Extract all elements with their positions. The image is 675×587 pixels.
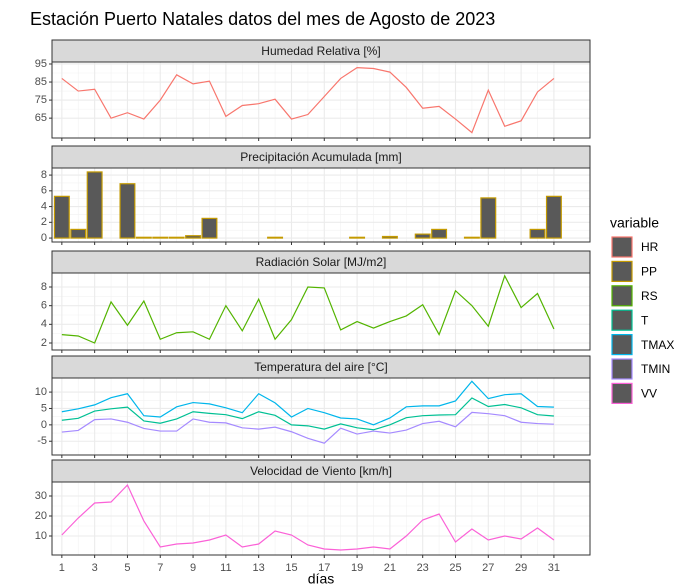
- y-tick-label: 8: [41, 281, 47, 293]
- legend-title: variable: [610, 215, 659, 231]
- y-tick-label: 75: [35, 94, 47, 106]
- strip: [51, 459, 591, 483]
- strip-title: Temperatura del aire [°C]: [254, 360, 388, 374]
- bar: [119, 183, 136, 239]
- panel-background: [52, 482, 590, 555]
- x-tick-label: 13: [253, 562, 265, 574]
- x-tick-label: 31: [548, 562, 560, 574]
- y-tick-label: 20: [35, 510, 47, 522]
- y-tick-label: 65: [35, 112, 47, 124]
- legend-label: PP: [641, 265, 657, 279]
- legend-key: [611, 309, 633, 331]
- strip: [51, 355, 591, 379]
- bar: [431, 228, 448, 239]
- y-tick-label: -5: [37, 435, 47, 447]
- x-tick-label: 9: [190, 562, 196, 574]
- y-tick-label: 95: [35, 58, 47, 70]
- y-tick-label: 10: [35, 530, 47, 542]
- y-tick-label: 0: [41, 232, 47, 244]
- legend-key: [611, 358, 633, 380]
- line: [61, 397, 554, 431]
- x-tick-label: 23: [417, 562, 429, 574]
- y-tick-label: 4: [41, 318, 47, 330]
- legend-key: [611, 236, 633, 258]
- y-tick-label: 6: [41, 300, 47, 312]
- y-tick-label: 0: [41, 419, 47, 431]
- panel-background: [52, 168, 590, 242]
- bar: [381, 235, 398, 239]
- y-tick-label: 10: [35, 386, 47, 398]
- panel-background: [52, 273, 590, 350]
- legend-label: TMAX: [641, 338, 674, 352]
- x-tick-label: 7: [157, 562, 163, 574]
- x-tick-label: 27: [482, 562, 494, 574]
- strip-title: Humedad Relativa [%]: [261, 44, 380, 58]
- strip: [51, 250, 591, 274]
- legend-label: RS: [641, 289, 658, 303]
- line: [61, 66, 555, 134]
- strip-title: Precipitación Acumulada [mm]: [240, 150, 401, 164]
- legend-key: [611, 382, 633, 404]
- strip: [51, 39, 591, 63]
- chart-title: Estación Puerto Natales datos del mes de…: [30, 9, 495, 29]
- y-tick-label: 85: [35, 76, 47, 88]
- bar: [70, 228, 87, 239]
- legend-label: TMIN: [641, 362, 670, 376]
- bar: [267, 236, 284, 239]
- bar: [168, 236, 185, 239]
- strip-title: Velocidad de Viento [km/h]: [250, 464, 392, 478]
- line: [61, 380, 554, 426]
- bar: [53, 195, 70, 239]
- bar: [463, 236, 480, 239]
- line: [61, 483, 555, 551]
- bar: [86, 171, 103, 239]
- line: [61, 274, 555, 344]
- legend-label: HR: [641, 240, 659, 254]
- x-tick-label: 17: [318, 562, 330, 574]
- x-tick-label: 19: [351, 562, 363, 574]
- strip-title: Radiación Solar [MJ/m2]: [256, 255, 387, 269]
- x-tick-label: 3: [92, 562, 98, 574]
- y-tick-label: 8: [41, 169, 47, 181]
- x-tick-label: 15: [285, 562, 297, 574]
- legend-label: VV: [641, 387, 657, 401]
- legend-key: [611, 260, 633, 282]
- x-tick-label: 11: [220, 562, 231, 574]
- bar: [349, 236, 366, 239]
- bar: [545, 195, 562, 239]
- y-tick-label: 2: [41, 337, 47, 349]
- x-tick-label: 5: [124, 562, 130, 574]
- bar: [135, 236, 152, 239]
- y-tick-label: 30: [35, 490, 47, 502]
- x-tick-label: 29: [515, 562, 527, 574]
- x-tick-label: 25: [449, 562, 461, 574]
- x-tick-label: 1: [59, 562, 65, 574]
- bar: [529, 228, 546, 239]
- legend-key: [611, 285, 633, 307]
- legend-label: T: [641, 313, 649, 327]
- bar: [414, 233, 431, 239]
- strip: [51, 145, 591, 169]
- x-tick-label: 21: [384, 562, 396, 574]
- bar: [185, 235, 202, 239]
- bar: [152, 236, 169, 239]
- bar: [480, 197, 497, 239]
- y-tick-label: 4: [41, 200, 47, 212]
- y-tick-label: 2: [41, 216, 47, 228]
- line: [61, 411, 554, 444]
- bar: [201, 217, 218, 239]
- y-tick-label: 6: [41, 185, 47, 197]
- y-tick-label: 5: [41, 402, 47, 414]
- legend-key: [611, 334, 633, 356]
- x-axis-label: días: [308, 571, 334, 587]
